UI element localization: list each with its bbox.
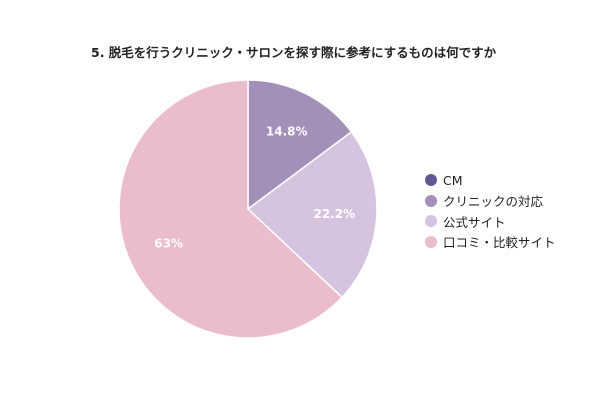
- legend-item-4: 口コミ・比較サイト: [425, 232, 556, 253]
- legend-label-4: 口コミ・比較サイト: [443, 235, 556, 251]
- legend-label-3: 公式サイト: [443, 214, 506, 230]
- legend-swatch-1: [425, 174, 437, 187]
- pie-slice-3: [246, 130, 378, 299]
- slice-data-label-4: 63%: [154, 236, 183, 250]
- chart-title: 5. 脱毛を行うクリニック・サロンを探す際に参考にするものは何ですか: [91, 45, 497, 60]
- chart-legend: CM クリニックの対応 公式サイト口コミ・比較サイト: [425, 170, 556, 252]
- legend-swatch-2: [425, 194, 437, 207]
- slice-data-label-3: 22.2%: [313, 207, 355, 221]
- legend-label-1: CM: [443, 172, 463, 188]
- pie-slice-4: [118, 79, 344, 339]
- legend-swatch-4: [425, 235, 437, 248]
- pie-slice-2: [247, 79, 353, 211]
- slice-data-label-2: 14.8%: [266, 125, 308, 139]
- legend-item-3: 公式サイト: [425, 211, 556, 232]
- legend-swatch-3: [425, 215, 437, 228]
- legend-item-1: CM: [425, 170, 556, 191]
- legend-item-2: クリニックの対応: [425, 191, 556, 212]
- legend-label-2: クリニックの対応: [443, 194, 544, 210]
